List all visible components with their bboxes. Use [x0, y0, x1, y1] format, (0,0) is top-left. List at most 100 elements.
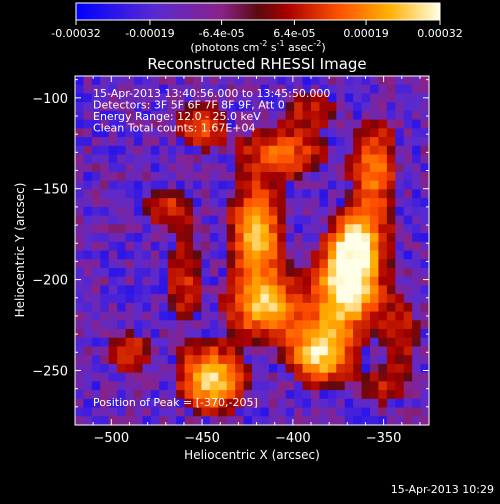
heatmap-cell	[117, 189, 127, 199]
heatmap-cell	[100, 302, 110, 313]
heatmap-cell	[142, 145, 152, 156]
heatmap-cell	[176, 363, 186, 374]
heatmap-cell	[125, 250, 135, 260]
heatmap-cell	[235, 363, 245, 374]
heatmap-cell	[150, 363, 160, 374]
heatmap-cell	[311, 189, 321, 199]
heatmap-cell	[193, 171, 203, 182]
heatmap-cell	[395, 372, 405, 382]
heatmap-cell	[125, 320, 135, 330]
heatmap-cell	[336, 250, 346, 260]
heatmap-cell	[277, 416, 287, 426]
heatmap-cell	[294, 329, 304, 339]
heatmap-cell	[150, 215, 160, 225]
heatmap-cell	[285, 84, 295, 95]
heatmap-cell	[327, 224, 337, 234]
heatmap-cell	[218, 224, 228, 234]
heatmap-cell	[285, 276, 295, 286]
heatmap-cell	[134, 363, 144, 374]
heatmap-cell	[176, 198, 186, 208]
heatmap-cell	[176, 171, 186, 182]
heatmap-cell	[75, 171, 85, 182]
heatmap-cell	[108, 215, 118, 225]
heatmap-cell	[226, 180, 236, 191]
heatmap-cell	[344, 285, 354, 295]
heatmap-cell	[134, 224, 144, 234]
heatmap-cell	[193, 416, 203, 426]
heatmap-cell	[209, 224, 219, 234]
heatmap-cell	[108, 320, 118, 330]
colorbar-units: (photons cm-2 s-1 asec-2)	[190, 39, 325, 54]
heatmap-cell	[336, 93, 346, 103]
heatmap-cell	[319, 250, 329, 260]
heatmap-cell	[150, 294, 160, 304]
heatmap-cell	[83, 154, 93, 164]
heatmap-cell	[277, 285, 287, 295]
x-tick-label: −500	[93, 431, 129, 446]
heatmap-cell	[311, 224, 321, 234]
heatmap-cell	[361, 224, 371, 234]
heatmap-cell	[117, 311, 127, 321]
heatmap-cell	[344, 119, 354, 129]
heatmap-cell	[184, 329, 194, 339]
heatmap-cell	[83, 233, 93, 243]
heatmap-cell	[226, 154, 236, 164]
heatmap-cell	[285, 372, 295, 382]
heatmap-cell	[302, 76, 312, 86]
heatmap-cell	[260, 311, 270, 321]
heatmap-cell	[75, 180, 85, 191]
heatmap-cell	[353, 93, 363, 103]
heatmap-cell	[327, 171, 337, 182]
heatmap-cell	[142, 241, 152, 252]
heatmap-cell	[395, 119, 405, 129]
heatmap-cell	[193, 198, 203, 208]
heatmap-cell	[420, 119, 430, 129]
heatmap-cell	[184, 241, 194, 252]
heatmap-cell	[361, 372, 371, 382]
heatmap-cell	[285, 128, 295, 138]
heatmap-cell	[252, 346, 262, 356]
heatmap-cell	[75, 294, 85, 304]
heatmap-cell	[302, 233, 312, 243]
heatmap-cell	[268, 171, 278, 182]
heatmap-cell	[125, 119, 135, 129]
heatmap-cell	[184, 145, 194, 156]
heatmap-cell	[319, 398, 329, 409]
heatmap-cell	[277, 259, 287, 269]
heatmap-cell	[125, 189, 135, 199]
info-line: Clean Total counts: 1.67E+04	[93, 122, 256, 135]
heatmap-cell	[125, 137, 135, 147]
heatmap-cell	[403, 363, 413, 374]
heatmap-cell	[108, 390, 118, 400]
heatmap-cell	[117, 346, 127, 356]
heatmap-cell	[252, 206, 262, 217]
heatmap-cell	[142, 110, 152, 121]
heatmap-cell	[378, 154, 388, 164]
heatmap-cell	[209, 241, 219, 252]
heatmap-cell	[285, 145, 295, 156]
heatmap-cell	[193, 355, 203, 365]
heatmap-cell	[209, 110, 219, 121]
heatmap-cell	[361, 363, 371, 374]
heatmap-cell	[201, 128, 211, 138]
heatmap-cell	[386, 119, 396, 129]
heatmap-cell	[420, 320, 430, 330]
heatmap-cell	[142, 302, 152, 313]
heatmap-cell	[370, 241, 380, 252]
heatmap-cell	[412, 398, 422, 409]
heatmap-cell	[319, 224, 329, 234]
heatmap-cell	[302, 329, 312, 339]
heatmap-cell	[150, 285, 160, 295]
heatmap-cell	[268, 285, 278, 295]
heatmap-cell	[285, 76, 295, 86]
heatmap-cell	[150, 102, 160, 112]
heatmap-cell	[260, 276, 270, 286]
heatmap-cell	[277, 302, 287, 313]
heatmap-cell	[302, 259, 312, 269]
heatmap-cell	[193, 154, 203, 164]
heatmap-cell	[386, 320, 396, 330]
heatmap-cell	[378, 119, 388, 129]
heatmap-cell	[209, 84, 219, 95]
heatmap-cell	[302, 407, 312, 417]
heatmap-cell	[302, 154, 312, 164]
